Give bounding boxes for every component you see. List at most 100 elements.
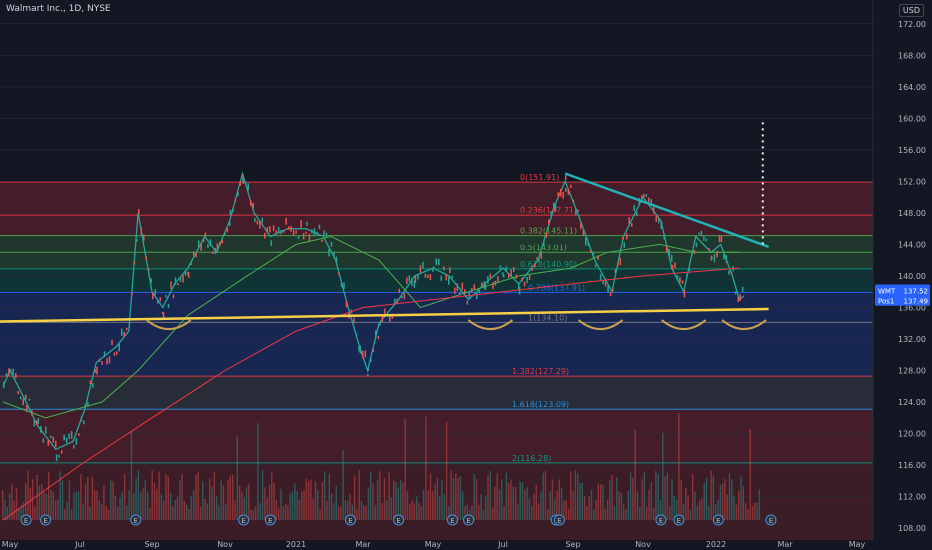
candle xyxy=(575,207,577,216)
volume-bar xyxy=(71,509,73,520)
candle xyxy=(711,256,713,260)
volume-bar xyxy=(342,449,344,520)
candle xyxy=(106,358,108,365)
volume-bar xyxy=(717,499,719,520)
earnings-markers[interactable]: EEEEEEEEEEEEEEE xyxy=(20,514,777,526)
volume-bar xyxy=(685,488,687,520)
candle xyxy=(599,274,602,281)
volume-bar xyxy=(694,491,696,520)
candle xyxy=(138,209,140,214)
price-tick-label: 108.00 xyxy=(898,524,926,533)
volume-bar xyxy=(112,481,114,520)
volume-bar xyxy=(96,490,98,520)
volume-bar xyxy=(126,505,128,520)
volume-bar xyxy=(105,505,107,520)
symbol-title[interactable]: Walmart Inc., 1D, NYSE xyxy=(6,4,111,14)
earnings-marker xyxy=(655,514,667,526)
candle xyxy=(96,366,98,375)
volume-bar xyxy=(652,508,655,520)
candle xyxy=(660,221,663,225)
candle xyxy=(264,232,266,239)
price-tick-label: 124.00 xyxy=(898,398,926,407)
volume-bar xyxy=(271,472,273,520)
earnings-marker-label: E xyxy=(769,517,773,525)
volume-bar xyxy=(107,509,110,520)
candle xyxy=(3,381,5,388)
candle xyxy=(572,199,575,203)
support-bounce-arc xyxy=(467,319,514,331)
candle xyxy=(277,227,280,233)
time-axis[interactable]: May Jul Sep Nov 2021 Mar May Jul Sep Nov 2022 Mar Ma… xyxy=(0,540,932,550)
price-line xyxy=(2,171,745,451)
candle xyxy=(720,236,723,243)
volume-bar xyxy=(443,494,445,520)
candle xyxy=(318,224,321,230)
candle xyxy=(502,272,504,276)
candle xyxy=(728,270,730,275)
volume-bar xyxy=(234,500,236,520)
candle xyxy=(68,433,70,439)
volume-bar xyxy=(498,489,501,520)
volume-bar xyxy=(404,418,406,520)
volume-bar xyxy=(59,471,61,520)
fib-band xyxy=(0,322,873,377)
price-tick-label: 164.00 xyxy=(898,83,926,92)
candle xyxy=(313,228,316,237)
candle xyxy=(718,234,721,243)
volume-bar xyxy=(466,504,468,520)
volume-bar xyxy=(349,494,351,520)
volume-bar xyxy=(192,490,195,520)
volume-bar xyxy=(508,482,510,520)
price-tick-label: 116.00 xyxy=(898,461,926,470)
candle xyxy=(221,239,224,244)
volume-bar xyxy=(687,495,689,520)
volume-bar xyxy=(627,490,629,520)
earnings-marker xyxy=(20,514,32,526)
volume-bar xyxy=(618,491,620,520)
user-drawings[interactable] xyxy=(0,118,770,331)
candle xyxy=(734,291,737,295)
candle xyxy=(384,308,386,316)
candle xyxy=(594,264,597,268)
fib-level-label: 1(134.10) xyxy=(528,313,567,322)
volume-bar xyxy=(439,495,441,520)
volume-bar xyxy=(229,475,232,520)
candle xyxy=(630,223,633,227)
candle xyxy=(15,373,17,379)
volume-bar xyxy=(473,473,475,520)
earnings-marker-label: E xyxy=(348,517,352,525)
candle xyxy=(8,368,10,377)
candle xyxy=(424,273,427,278)
candle xyxy=(359,345,362,354)
candle xyxy=(683,289,686,298)
candle xyxy=(55,440,57,448)
earnings-marker xyxy=(673,514,685,526)
candle xyxy=(658,218,660,224)
candle xyxy=(275,230,277,234)
candle xyxy=(668,248,670,257)
price-axis[interactable]: 108.00 112.00 116.00 120.00 124.00 128.00 132.… xyxy=(872,0,932,550)
candle xyxy=(604,278,607,287)
candle xyxy=(338,272,340,276)
candle xyxy=(118,343,120,352)
candle xyxy=(306,221,308,226)
volume-bar xyxy=(712,475,715,520)
volume-bar xyxy=(533,493,535,520)
candle xyxy=(140,227,143,235)
volume-bar xyxy=(551,479,554,520)
currency-label[interactable]: USD xyxy=(898,4,924,17)
volume-bar xyxy=(73,492,75,520)
volume-bar xyxy=(620,492,623,520)
volume-bar xyxy=(600,484,602,520)
volume-bar xyxy=(305,478,307,520)
earnings-marker-label: E xyxy=(450,517,454,525)
candle xyxy=(20,396,22,400)
candle xyxy=(533,263,536,268)
candle xyxy=(345,300,348,308)
volume-bar xyxy=(673,495,675,520)
candle xyxy=(229,209,232,215)
volume-bar xyxy=(682,504,685,520)
candle xyxy=(508,273,510,278)
moving-average-line xyxy=(2,267,740,521)
